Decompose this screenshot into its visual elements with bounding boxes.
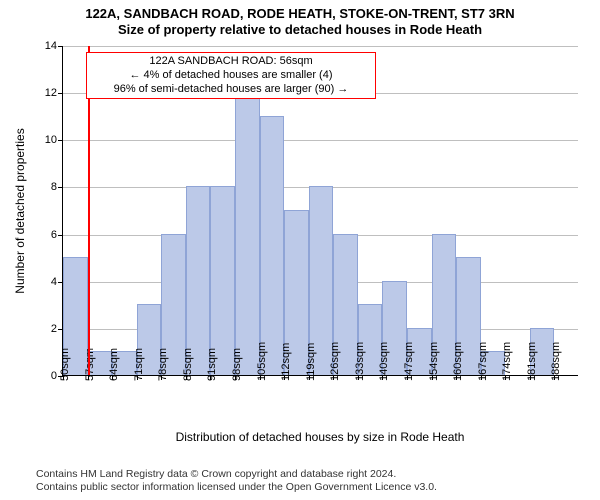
x-tick-label: 64sqm (108, 348, 120, 381)
x-tick-label: 126sqm (329, 342, 341, 381)
x-tick-label: 133sqm (354, 342, 366, 381)
reference-annotation-box: 122A SANDBACH ROAD: 56sqm ← 4% of detach… (86, 52, 376, 99)
y-tick-label: 6 (51, 229, 63, 241)
y-tick-label: 4 (51, 276, 63, 288)
title-line-2: Size of property relative to detached ho… (0, 22, 600, 38)
x-tick-label: 188sqm (550, 342, 562, 381)
attribution-footer: Contains HM Land Registry data © Crown c… (36, 468, 437, 494)
x-tick-label: 167sqm (477, 342, 489, 381)
x-tick-label: 119sqm (305, 343, 317, 381)
footer-line-2: Contains public sector information licen… (36, 481, 437, 494)
y-tick-label: 8 (51, 181, 63, 193)
histogram-bar (186, 186, 211, 375)
y-tick-label: 12 (45, 87, 63, 99)
x-tick-label: 181sqm (526, 342, 538, 381)
legend-line-1: 122A SANDBACH ROAD: 56sqm (91, 55, 371, 69)
chart-title-block: 122A, SANDBACH ROAD, RODE HEATH, STOKE-O… (0, 0, 600, 39)
x-axis-label: Distribution of detached houses by size … (176, 430, 465, 444)
legend-line-2: ← 4% of detached houses are smaller (4) (91, 69, 371, 83)
x-tick-label: 50sqm (59, 348, 71, 381)
title-line-1: 122A, SANDBACH ROAD, RODE HEATH, STOKE-O… (0, 6, 600, 22)
y-axis-label: Number of detached properties (13, 128, 27, 293)
x-tick-label: 85sqm (182, 348, 194, 381)
y-tick-label: 14 (45, 40, 63, 52)
x-tick-label: 160sqm (452, 342, 464, 381)
x-tick-label: 57sqm (84, 348, 96, 381)
y-gridline (63, 46, 578, 47)
footer-line-1: Contains HM Land Registry data © Crown c… (36, 468, 437, 481)
x-tick-label: 71sqm (133, 348, 145, 381)
x-tick-label: 91sqm (206, 348, 218, 381)
x-tick-label: 140sqm (378, 342, 390, 381)
histogram-bar (210, 186, 235, 375)
y-gridline (63, 140, 578, 141)
x-tick-label: 105sqm (256, 342, 268, 381)
x-tick-label: 147sqm (403, 342, 415, 381)
y-tick-label: 2 (51, 323, 63, 335)
histogram-bar (260, 116, 285, 375)
legend-line-3: 96% of semi-detached houses are larger (… (91, 83, 371, 97)
x-tick-label: 78sqm (157, 348, 169, 381)
y-tick-label: 10 (45, 134, 63, 146)
x-tick-label: 154sqm (428, 342, 440, 381)
x-tick-label: 98sqm (231, 348, 243, 381)
x-tick-label: 112sqm (280, 343, 292, 381)
x-tick-label: 174sqm (501, 342, 513, 381)
histogram-bar (235, 92, 260, 375)
